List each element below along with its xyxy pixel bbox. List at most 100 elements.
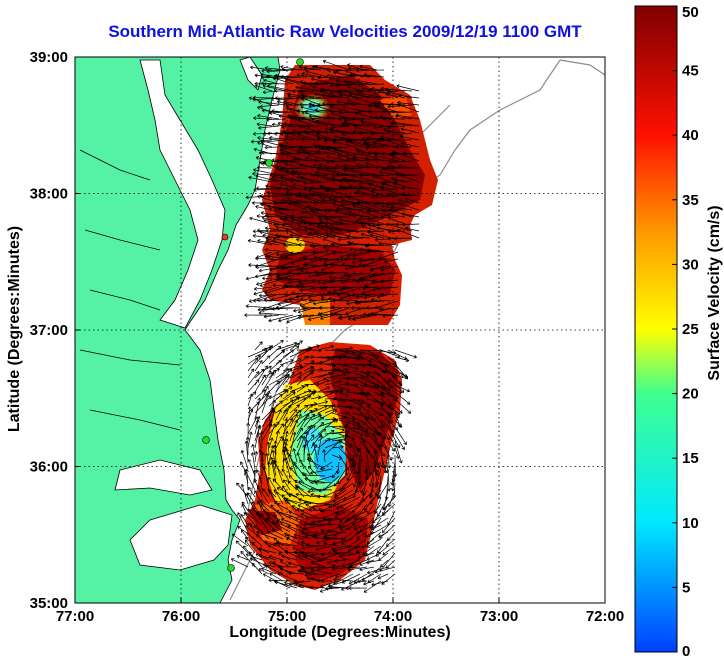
velocity-arrow — [253, 286, 273, 291]
velocity-arrow — [310, 414, 322, 421]
velocity-arrow — [373, 461, 379, 486]
velocity-arrow — [253, 116, 273, 121]
velocity-arrow — [352, 440, 360, 453]
x-tick-label: 74:00 — [374, 608, 412, 625]
velocity-arrow — [259, 160, 287, 169]
velocity-arrow — [263, 78, 280, 85]
velocity-arrow — [237, 512, 249, 533]
velocity-arrow — [311, 555, 333, 561]
velocity-arrow — [374, 104, 399, 113]
velocity-arrow — [333, 166, 357, 171]
velocity-arrow — [247, 416, 258, 435]
velocity-arrow — [315, 120, 343, 127]
velocity-arrow — [398, 93, 420, 99]
velocity-arrow — [342, 285, 371, 290]
velocity-arrow — [342, 177, 371, 183]
velocity-arrow — [286, 314, 308, 324]
velocity-arrow — [394, 377, 403, 386]
velocity-arrow — [282, 386, 293, 393]
velocity-arrow — [399, 202, 420, 211]
velocity-arrow — [387, 356, 397, 365]
velocity-arrow — [331, 389, 344, 394]
velocity-arrow — [254, 84, 273, 92]
velocity-arrow — [376, 538, 389, 554]
velocity-arrow — [283, 457, 291, 477]
velocity-arrow — [261, 108, 280, 113]
velocity-arrow — [347, 272, 371, 279]
velocity-arrow — [387, 412, 393, 424]
velocity-arrow — [289, 358, 302, 365]
velocity-arrow — [289, 340, 303, 351]
velocity-arrow — [352, 517, 368, 526]
velocity-arrow — [366, 217, 385, 225]
velocity-arrow — [255, 553, 270, 561]
velocity-arrow — [274, 96, 294, 101]
velocity-arrow — [368, 87, 385, 92]
velocity-arrow — [320, 579, 333, 583]
velocity-arrow — [342, 115, 371, 120]
velocity-arrow — [261, 419, 273, 435]
velocity-arrow — [394, 398, 412, 414]
velocity-arrow — [317, 517, 340, 524]
velocity-arrow — [385, 222, 413, 232]
velocity-arrow — [357, 300, 385, 305]
velocity-arrow — [308, 114, 336, 120]
velocity-arrow — [373, 426, 381, 436]
velocity-arrow — [248, 263, 273, 268]
velocity-arrow — [261, 81, 287, 86]
velocity-arrow — [281, 124, 301, 129]
velocity-arrow — [310, 377, 327, 386]
velocity-arrow — [331, 437, 347, 442]
velocity-arrow — [352, 391, 369, 398]
velocity-arrow — [254, 346, 272, 365]
velocity-arrow — [373, 391, 386, 398]
velocity-arrow — [304, 573, 326, 577]
velocity-arrow — [263, 314, 280, 319]
velocity-arrow — [301, 116, 329, 127]
velocity-arrow — [387, 468, 392, 492]
velocity-arrow — [339, 482, 347, 492]
velocity-arrow — [347, 314, 371, 321]
velocity-arrow — [345, 586, 368, 591]
velocity-arrow — [317, 438, 331, 449]
velocity-arrow — [340, 136, 364, 141]
velocity-arrow — [287, 92, 315, 99]
velocity-arrow — [299, 175, 322, 183]
velocity-arrow — [354, 545, 368, 550]
velocity-arrow — [268, 578, 291, 583]
velocity-arrow — [352, 384, 364, 391]
velocity-arrow — [295, 517, 312, 526]
velocity-arrow — [302, 181, 329, 186]
velocity-arrow — [278, 314, 301, 323]
velocity-arrow — [268, 410, 276, 428]
velocity-arrow — [371, 580, 389, 587]
velocity-arrow — [339, 218, 364, 225]
velocity-arrow — [288, 571, 305, 576]
velocity-arrow — [236, 554, 249, 561]
velocity-arrow — [387, 216, 406, 225]
velocity-arrow — [290, 258, 308, 265]
velocity-arrow — [377, 573, 389, 580]
velocity-arrow — [310, 207, 336, 212]
velocity-arrow — [247, 379, 260, 393]
velocity-arrow — [273, 460, 284, 484]
velocity-arrow — [343, 272, 364, 277]
velocity-arrow — [376, 201, 399, 206]
velocity-arrow — [355, 97, 378, 106]
velocity-arrow — [373, 370, 390, 384]
velocity-arrow — [307, 489, 326, 494]
velocity-arrow — [311, 442, 319, 463]
velocity-arrow — [373, 447, 380, 466]
velocity-arrow — [337, 237, 364, 242]
velocity-arrow — [272, 237, 301, 246]
velocity-arrow — [255, 174, 280, 183]
velocity-arrow — [317, 129, 336, 134]
velocity-arrow — [370, 524, 382, 531]
velocity-arrow — [393, 178, 413, 183]
velocity-arrow — [332, 538, 354, 546]
velocity-arrow — [275, 436, 283, 449]
velocity-arrow — [304, 270, 322, 275]
velocity-arrow — [357, 552, 375, 559]
velocity-arrow — [346, 251, 364, 258]
velocity-arrow — [314, 144, 336, 149]
